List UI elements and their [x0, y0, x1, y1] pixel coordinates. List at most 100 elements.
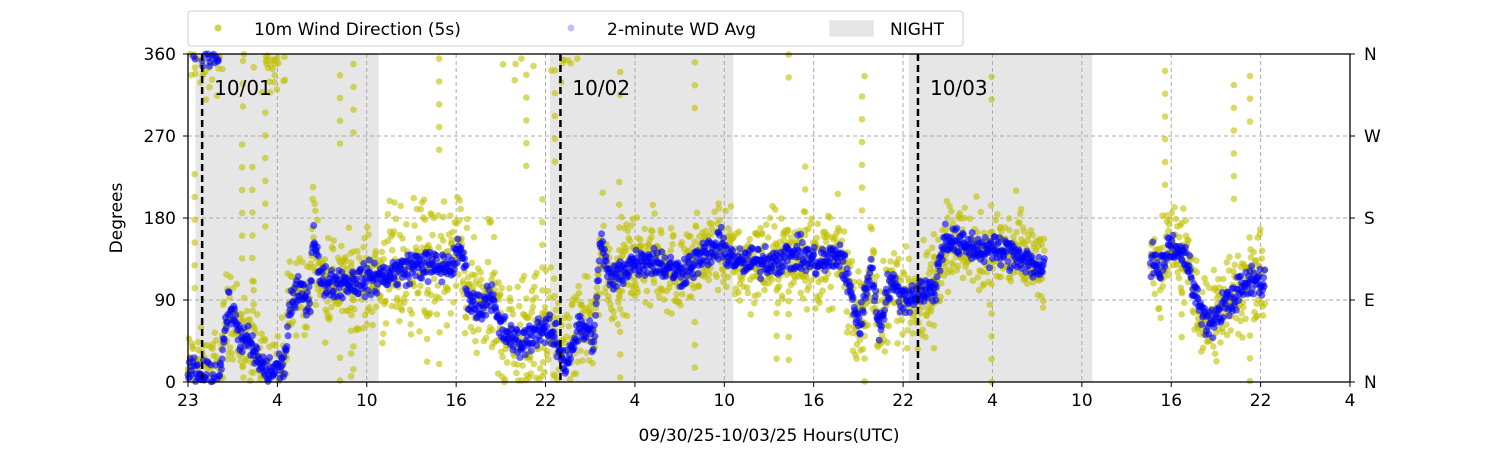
wd-5s-point [314, 216, 321, 224]
wd-5s-point [944, 288, 952, 296]
wd-5s-point [1230, 150, 1238, 157]
wd-5s-point [456, 216, 463, 224]
wd-5s-point [433, 311, 441, 318]
wd-5s-point [805, 225, 812, 233]
wd-5s-point [930, 322, 938, 329]
wd-avg-point [238, 348, 246, 356]
wd-5s-point [350, 296, 358, 304]
wd-5s-point [271, 71, 279, 79]
wd-5s-point [541, 369, 548, 376]
wd-avg-point [191, 55, 199, 63]
wd-5s-point [943, 197, 951, 205]
wd-avg-point [863, 290, 871, 298]
wd-avg-point [462, 261, 470, 269]
wd-5s-point [246, 316, 253, 324]
wd-avg-point [1149, 238, 1157, 246]
wd-avg-point [433, 255, 440, 263]
wd-5s-point [238, 164, 246, 171]
wd-5s-point [368, 308, 376, 316]
wd-5s-point [424, 286, 432, 294]
wd-avg-point [595, 277, 603, 285]
wd-avg-point [1209, 334, 1217, 342]
wd-5s-point [691, 59, 699, 66]
wd-avg-point [835, 262, 843, 270]
wd-avg-point [516, 354, 524, 361]
wd-5s-point [299, 258, 306, 266]
wd-5s-point [449, 228, 456, 236]
wd-5s-point [212, 352, 219, 360]
wd-5s-point [907, 319, 914, 327]
wd-5s-point [539, 359, 547, 366]
wd-5s-point [616, 224, 623, 231]
wd-5s-point [292, 332, 300, 339]
wd-5s-point [566, 376, 574, 383]
wd-avg-point [303, 288, 311, 296]
wd-5s-point [551, 292, 558, 300]
wd-5s-point [618, 213, 625, 221]
wd-5s-point [823, 231, 831, 239]
wd-5s-point [747, 311, 754, 318]
wd-5s-point [410, 194, 418, 202]
wd-5s-point [347, 327, 355, 335]
wd-avg-point [394, 280, 402, 288]
wd-5s-point [776, 283, 783, 290]
wd-5s-point [994, 211, 1001, 218]
wd-avg-point [248, 332, 256, 340]
wd-5s-point [1157, 314, 1164, 322]
wd-5s-point [309, 183, 317, 191]
wd-5s-point [551, 67, 559, 74]
wd-5s-point [506, 297, 514, 305]
wd-5s-point [1180, 205, 1187, 212]
wd-5s-point [325, 234, 332, 242]
wd-avg-point [1188, 275, 1195, 282]
wd-5s-point [1230, 104, 1238, 112]
wd-avg-point [1260, 282, 1268, 290]
wd-5s-point [347, 373, 355, 380]
wd-5s-point [727, 203, 735, 210]
wd-5s-point [447, 310, 455, 317]
wd-5s-point [191, 216, 198, 224]
wd-avg-point [849, 293, 857, 301]
wd-5s-point [408, 310, 416, 318]
wd-avg-point [1039, 268, 1046, 276]
wd-avg-point [955, 250, 963, 258]
wd-5s-point [240, 374, 247, 381]
wd-5s-point [751, 299, 758, 307]
wd-5s-point [593, 284, 601, 291]
wd-5s-point [539, 218, 546, 226]
wd-5s-point [191, 170, 198, 178]
wd-5s-point [482, 334, 490, 342]
wd-5s-point [499, 61, 507, 68]
wd-5s-point [650, 279, 658, 287]
wd-5s-point [705, 270, 713, 278]
wd-5s-point [253, 311, 261, 318]
wd-5s-point [1012, 187, 1020, 194]
wd-avg-point [1182, 243, 1189, 251]
wd-5s-point [365, 231, 372, 238]
wd-5s-point [884, 339, 891, 346]
wd-5s-point [905, 255, 913, 263]
wd-avg-point [307, 277, 315, 285]
wd-avg-point [810, 251, 818, 259]
wd-5s-point [351, 305, 358, 313]
wd-avg-point [906, 308, 914, 316]
wd-5s-point [772, 206, 779, 213]
wd-5s-point [336, 354, 344, 362]
wd-5s-point [336, 377, 344, 384]
wd-5s-point [801, 208, 809, 216]
wd-5s-point [249, 209, 256, 216]
wd-avg-point [798, 239, 806, 246]
wd-5s-point [238, 255, 246, 262]
wd-5s-point [801, 163, 809, 170]
wd-5s-point [959, 274, 967, 282]
wd-5s-point [329, 245, 337, 253]
wd-5s-point [1020, 228, 1028, 235]
wd-avg-point [880, 315, 888, 323]
wd-5s-point [988, 73, 995, 80]
wd-5s-point [544, 356, 552, 364]
wd-avg-point [253, 345, 261, 353]
wd-5s-point [1238, 310, 1245, 317]
wd-avg-point [232, 311, 240, 319]
wd-5s-point [227, 273, 234, 281]
wd-5s-point [1165, 227, 1172, 235]
